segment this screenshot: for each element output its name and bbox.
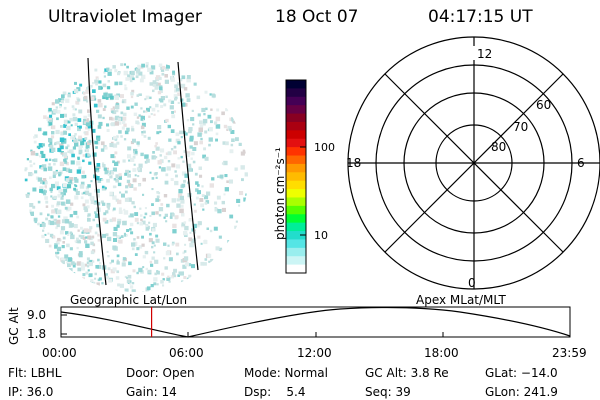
colorbar-cell (286, 105, 306, 115)
mlt-label-0: 0 (468, 276, 476, 290)
colorbar-cell (286, 172, 306, 182)
colorbar-cell (286, 189, 306, 199)
colorbar-cell (286, 197, 306, 207)
timeline-y-axis-label: GC Alt (7, 307, 21, 345)
mlat-label-80: 80 (491, 140, 507, 154)
colorbar-cell (286, 214, 306, 224)
timeline-y-tick-9: 9.0 (27, 308, 47, 322)
polar-projection-label: Apex MLat/MLT (416, 293, 506, 307)
colorbar-cell (286, 247, 306, 257)
timeline-x-tick-0600: 06:00 (169, 346, 204, 360)
colorbar-cell (286, 264, 306, 274)
colorbar-cell (286, 80, 306, 89)
colorbar-cell (286, 138, 306, 148)
timeline-x-tick-1800: 18:00 (424, 346, 459, 360)
colorbar-cell (286, 155, 306, 165)
status-mode: Mode: Normal (244, 366, 328, 380)
status-seq: Seq: 39 (365, 385, 411, 399)
colorbar-cell (286, 205, 306, 215)
colorbar-cell (286, 163, 306, 173)
colorbar-cell (286, 239, 306, 249)
status-glon: GLon: 241.9 (485, 385, 558, 399)
mlat-label-70: 70 (513, 120, 529, 134)
status-gain: Gain: 14 (126, 385, 177, 399)
mlat-label-60: 60 (536, 98, 552, 112)
timeline-x-tick-1200: 12:00 (297, 346, 332, 360)
colorbar-cell (286, 147, 306, 157)
colorbar-cell (286, 180, 306, 190)
timeline-x-tick-0000: 00:00 (42, 346, 77, 360)
colorbar-cell (286, 256, 306, 266)
colorbar-tick-100: 100 (314, 141, 335, 154)
timeline-x-tick-2359: 23:59 (552, 346, 587, 360)
mlt-label-12: 12 (477, 47, 493, 61)
timeline-y-tick-1.8: 1.8 (27, 327, 47, 341)
colorbar-cell (286, 96, 306, 106)
status-gc-alt: GC Alt: 3.8 Re (365, 366, 449, 380)
meridian-line-east (177, 61, 199, 271)
time-label: 04:17:15 UT (428, 7, 533, 27)
status-ip: IP: 36.0 (8, 385, 54, 399)
status-dsp: Dsp: 5.4 (244, 385, 306, 399)
globe-projection-label: Geographic Lat/Lon (70, 293, 188, 307)
instrument-title: Ultraviolet Imager (48, 7, 202, 27)
colorbar-cell (286, 130, 306, 140)
status-door: Door: Open (126, 366, 195, 380)
colorbar-cell (286, 121, 306, 131)
date-label: 18 Oct 07 (275, 7, 359, 27)
status-glat: GLat: −14.0 (485, 366, 558, 380)
mlt-label-6: 6 (577, 156, 585, 170)
colorbar-cell (286, 231, 306, 241)
mlt-label-18: 18 (346, 156, 362, 170)
colorbar-cell (286, 222, 306, 232)
meridian-line-west (87, 57, 107, 286)
colorbar-cell (286, 113, 306, 123)
altitude-curve (60, 306, 571, 338)
colorbar-cell (286, 88, 306, 98)
status-filter: Flt: LBHL (8, 366, 62, 380)
polar-diag-2 (384, 73, 564, 253)
colorbar-tick-10: 10 (314, 229, 328, 242)
